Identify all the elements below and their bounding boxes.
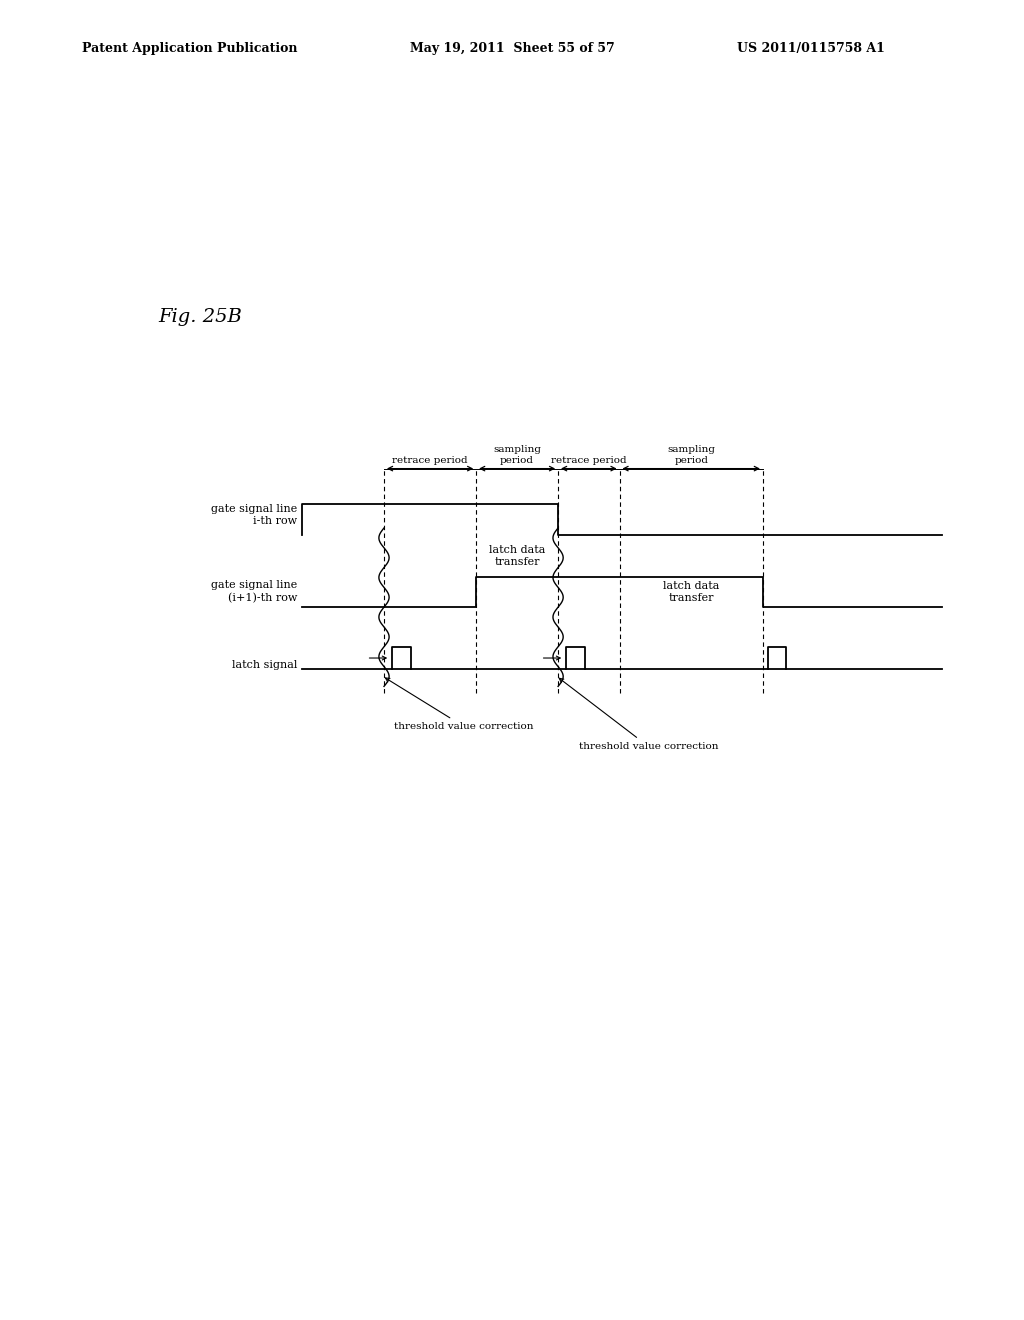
Text: latch data
transfer: latch data transfer <box>488 545 546 566</box>
Text: retrace period: retrace period <box>551 455 627 465</box>
Text: sampling
period: sampling period <box>668 445 715 465</box>
Text: US 2011/0115758 A1: US 2011/0115758 A1 <box>737 42 885 55</box>
Text: threshold value correction: threshold value correction <box>385 678 534 731</box>
Text: threshold value correction: threshold value correction <box>559 678 718 751</box>
Text: gate signal line
i-th row: gate signal line i-th row <box>211 504 297 525</box>
Text: latch data
transfer: latch data transfer <box>663 581 720 603</box>
Text: latch signal: latch signal <box>231 660 297 671</box>
Text: Patent Application Publication: Patent Application Publication <box>82 42 297 55</box>
Text: Fig. 25B: Fig. 25B <box>159 308 243 326</box>
Text: gate signal line
(i+1)-th row: gate signal line (i+1)-th row <box>211 579 297 603</box>
Text: retrace period: retrace period <box>392 455 468 465</box>
Text: sampling
period: sampling period <box>494 445 541 465</box>
Text: May 19, 2011  Sheet 55 of 57: May 19, 2011 Sheet 55 of 57 <box>410 42 614 55</box>
